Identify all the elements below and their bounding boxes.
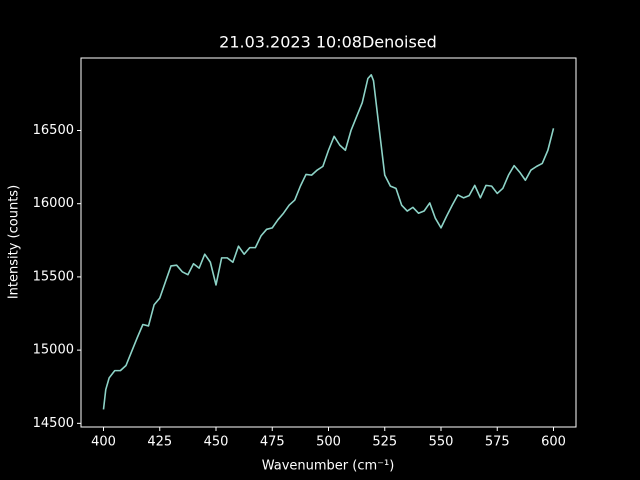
- y-axis-label: Intensity (counts): [7, 185, 22, 299]
- chart-title: 21.03.2023 10:08Denoised: [219, 33, 437, 52]
- x-tick-label: 525: [372, 435, 397, 450]
- x-tick-label: 550: [429, 435, 454, 450]
- y-tick-label: 15500: [33, 269, 74, 284]
- x-tick-label: 475: [260, 435, 285, 450]
- y-tick-label: 16000: [33, 196, 74, 211]
- x-axis-label: Wavenumber (cm⁻¹): [262, 459, 395, 474]
- x-tick-label: 575: [485, 435, 510, 450]
- x-tick-label: 425: [147, 435, 172, 450]
- y-tick-label: 14500: [33, 416, 74, 431]
- x-tick-label: 450: [204, 435, 229, 450]
- y-tick-label: 16500: [33, 123, 74, 138]
- x-tick-label: 400: [91, 435, 116, 450]
- data-line: [102, 74, 555, 410]
- x-tick-label: 600: [541, 435, 566, 450]
- y-tick-label: 15000: [33, 343, 74, 358]
- x-tick-label: 500: [316, 435, 341, 450]
- axes-frame: [80, 57, 577, 428]
